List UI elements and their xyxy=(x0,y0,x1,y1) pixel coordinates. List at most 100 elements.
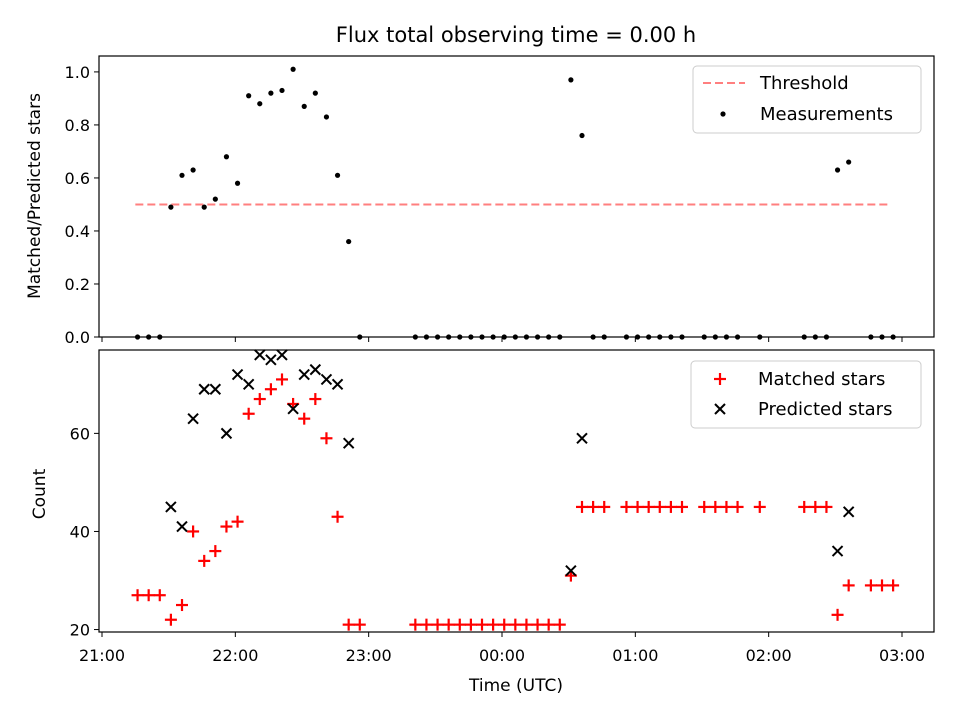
top-y-axis-label: Matched/Predicted stars xyxy=(25,93,45,299)
matched-star-point xyxy=(531,618,544,631)
matched-star-point xyxy=(809,500,822,513)
matched-star-point xyxy=(309,393,322,406)
measurement-point xyxy=(246,93,252,99)
matched-star-point xyxy=(220,520,233,533)
measurement-point xyxy=(579,132,585,139)
top-legend: Threshold Measurements xyxy=(692,65,922,134)
predicted-star-point xyxy=(342,437,355,449)
x-tick-label: 00:00 xyxy=(479,646,525,665)
matched-star-point xyxy=(887,579,900,592)
bottom-y-tick-label: 40 xyxy=(70,522,90,541)
ratio-panel: Flux total observing time = 0.00 h Match… xyxy=(25,23,935,347)
measurement-point xyxy=(268,90,274,96)
x-tick-label: 22:00 xyxy=(212,646,258,665)
measurement-point xyxy=(290,66,296,72)
predicted-star-point xyxy=(254,349,266,361)
measurement-point xyxy=(212,196,218,202)
top-y-tick-label: 0.0 xyxy=(65,328,90,347)
measurement-point xyxy=(323,114,330,120)
measurement-point xyxy=(257,101,263,107)
bottom-y-tick-label: 60 xyxy=(70,424,90,443)
predicted-star-point xyxy=(287,403,299,415)
matched-star-point xyxy=(276,373,288,386)
matched-star-point xyxy=(198,554,211,567)
predicted-star-point xyxy=(198,383,210,395)
matched-star-point xyxy=(676,500,688,513)
measurement-point xyxy=(334,172,341,178)
matched-star-point xyxy=(231,515,244,528)
measurement-point xyxy=(346,238,352,245)
measurement-point xyxy=(846,159,852,165)
predicted-star-point xyxy=(209,383,222,395)
predicted-star-point xyxy=(331,378,344,391)
matched-star-point xyxy=(720,500,733,513)
matched-star-point xyxy=(464,618,477,631)
top-y-tick-label: 0.8 xyxy=(65,116,90,135)
measurement-point xyxy=(834,167,841,173)
measurement-point xyxy=(179,172,185,178)
x-tick-label: 21:00 xyxy=(79,646,125,665)
bottom-y-tick-label: 20 xyxy=(70,621,90,640)
measurement-point xyxy=(234,180,241,186)
matched-star-point xyxy=(831,608,844,621)
bottom-axes-frame xyxy=(98,349,935,633)
matched-star-point xyxy=(876,579,888,592)
top-axes-frame xyxy=(98,55,935,338)
measurement-point xyxy=(168,204,174,210)
predicted-star-point xyxy=(220,427,233,440)
matched-star-point xyxy=(509,618,522,631)
matched-star-point xyxy=(131,589,144,602)
matched-star-point xyxy=(664,500,677,513)
bottom-y-axis-label: Count xyxy=(30,468,50,519)
matched-star-point xyxy=(142,589,155,602)
matched-star-point xyxy=(553,618,566,631)
top-legend-box xyxy=(692,65,922,134)
predicted-star-point xyxy=(165,501,177,513)
matched-star-point xyxy=(731,500,744,513)
predicted-star-point xyxy=(565,564,577,577)
measurement-point xyxy=(568,77,574,83)
predicted-star-point xyxy=(842,506,855,518)
x-tick-label: 23:00 xyxy=(346,646,392,665)
matched-star-point xyxy=(653,500,666,513)
predicted-legend-label: Predicted stars xyxy=(758,399,892,420)
predicted-star-point xyxy=(176,520,188,533)
matched-star-point xyxy=(798,500,811,513)
measurement-point xyxy=(223,154,230,160)
measurements-legend-swatch xyxy=(720,111,726,117)
matched-star-point xyxy=(298,412,311,425)
matched-star-point xyxy=(353,618,366,631)
count-panel: Count Time (UTC) 20 40 60 21:00 22:00 23:00 00… xyxy=(30,349,935,696)
threshold-legend-label: Threshold xyxy=(759,73,849,94)
matched-star-point xyxy=(209,545,222,558)
measurement-point xyxy=(190,167,196,173)
x-tick-label: 01:00 xyxy=(612,646,658,665)
predicted-legend-swatch xyxy=(714,403,726,415)
matched-star-point xyxy=(164,613,177,626)
matched-star-point xyxy=(498,618,511,631)
bottom-legend: Matched stars Predicted stars xyxy=(690,360,922,429)
matched-star-point xyxy=(187,525,200,538)
matched-star-point xyxy=(420,618,433,631)
matched-star-point xyxy=(442,618,455,631)
matched-star-point xyxy=(153,589,166,602)
measurement-point xyxy=(312,90,318,96)
matched-star-point xyxy=(520,618,533,631)
matched-star-point xyxy=(476,618,488,631)
matched-star-point xyxy=(320,432,333,445)
predicted-star-point xyxy=(576,432,588,444)
matched-star-point xyxy=(487,618,500,631)
top-series-marks xyxy=(134,66,896,340)
measurement-point xyxy=(301,103,307,109)
bottom-legend-box xyxy=(690,360,922,429)
chart-title: Flux total observing time = 0.00 h xyxy=(336,23,696,47)
matched-star-point xyxy=(242,407,255,420)
predicted-star-point xyxy=(831,545,844,557)
matched-star-point xyxy=(631,500,644,513)
measurement-point xyxy=(201,204,207,210)
top-y-tick-label: 0.2 xyxy=(65,275,90,294)
matched-star-point xyxy=(264,383,277,396)
matched-star-point xyxy=(820,500,833,513)
matched-star-point xyxy=(864,579,877,592)
